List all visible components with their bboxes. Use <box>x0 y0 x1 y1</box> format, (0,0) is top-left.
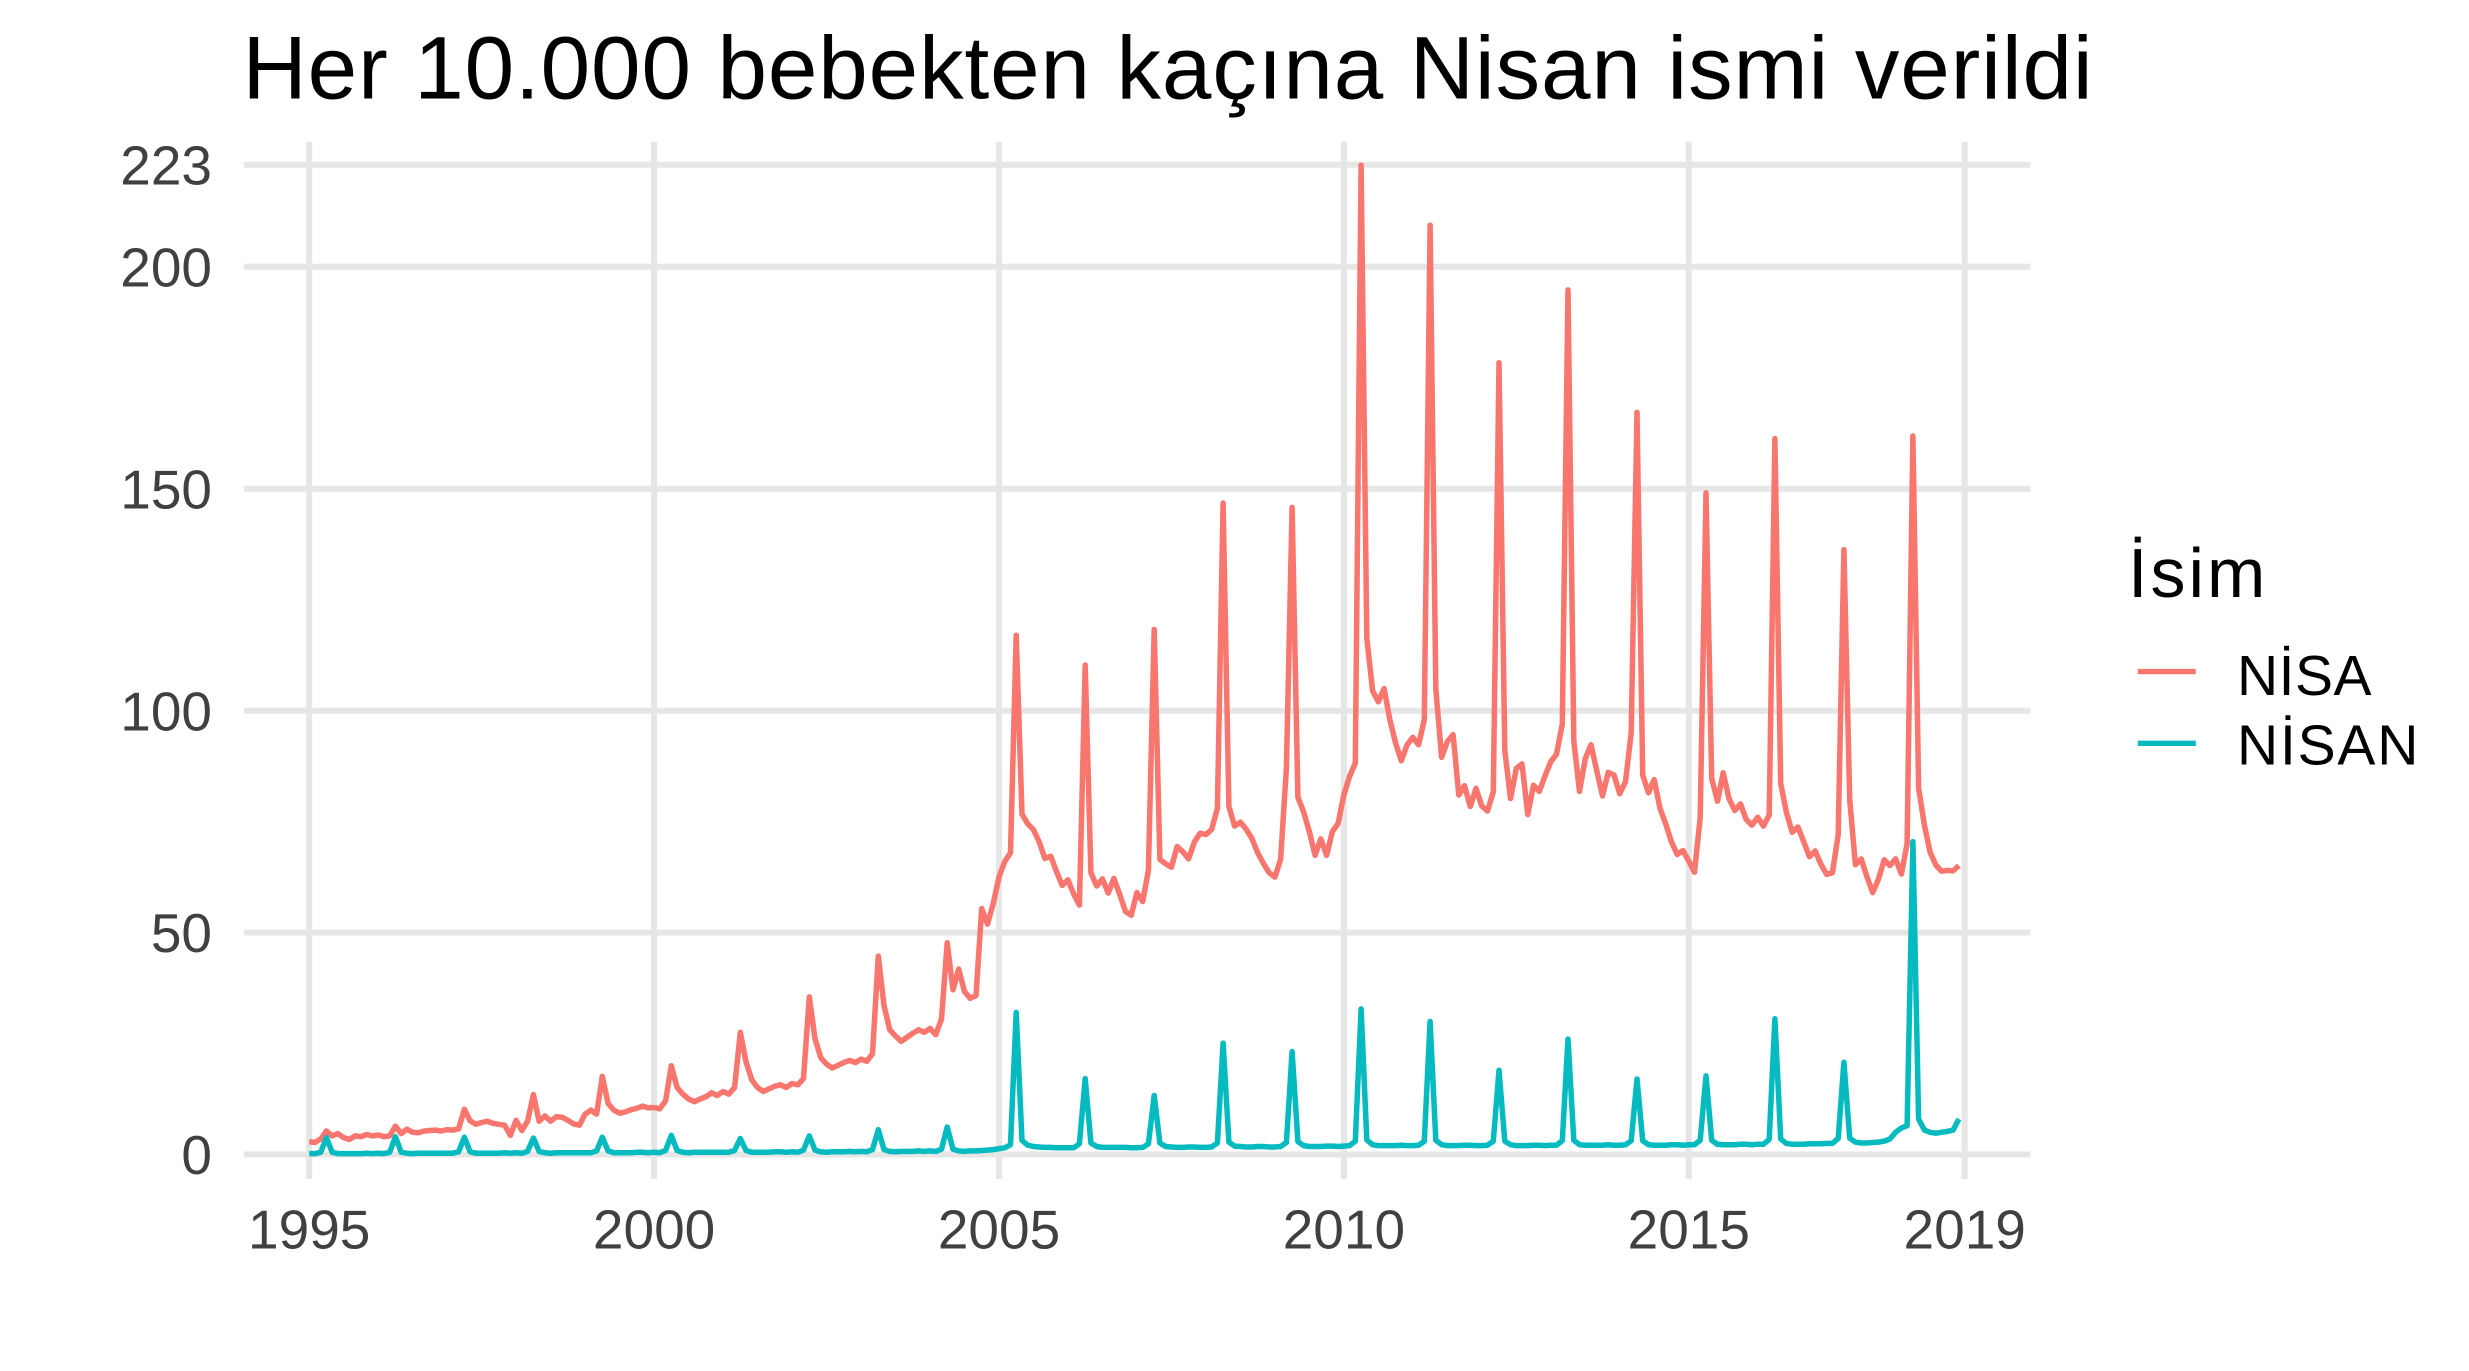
svg-text:2019: 2019 <box>1904 1199 2026 1261</box>
svg-text:2000: 2000 <box>593 1199 715 1261</box>
svg-text:200: 200 <box>120 236 212 298</box>
svg-text:223: 223 <box>120 134 212 196</box>
svg-text:100: 100 <box>120 680 212 742</box>
svg-text:İsim: İsim <box>2128 534 2268 612</box>
svg-text:NİSAN: NİSAN <box>2237 714 2420 778</box>
svg-text:1995: 1995 <box>248 1199 370 1261</box>
svg-text:2010: 2010 <box>1283 1199 1405 1261</box>
svg-text:NİSA: NİSA <box>2237 644 2372 708</box>
svg-text:2005: 2005 <box>938 1199 1060 1261</box>
svg-text:Her 10.000 bebekten kaçına Nis: Her 10.000 bebekten kaçına Nisan ismi ve… <box>243 18 2094 118</box>
svg-text:2015: 2015 <box>1628 1199 1750 1261</box>
svg-text:50: 50 <box>151 902 212 964</box>
svg-text:0: 0 <box>181 1124 212 1186</box>
svg-text:150: 150 <box>120 458 212 520</box>
